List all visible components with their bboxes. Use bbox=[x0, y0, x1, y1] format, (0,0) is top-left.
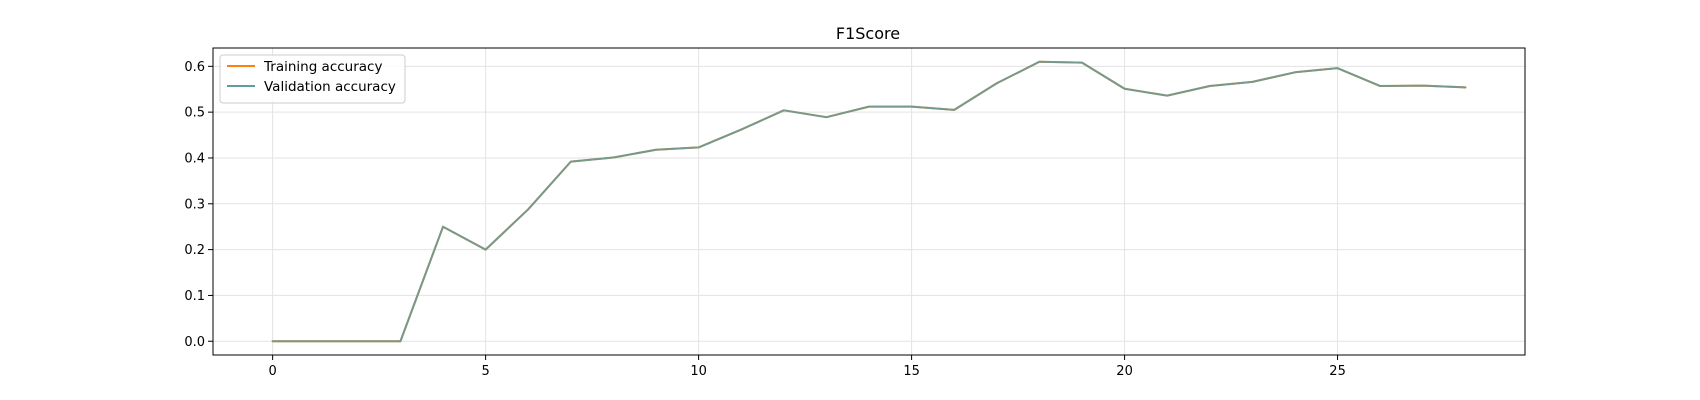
grid-layer bbox=[213, 48, 1525, 355]
legend: Training accuracy Validation accuracy bbox=[219, 54, 406, 104]
legend-box bbox=[219, 54, 406, 104]
y-tick-label: 0.5 bbox=[184, 106, 205, 121]
legend-label: Training accuracy bbox=[263, 59, 382, 75]
x-tick-label: 15 bbox=[903, 364, 920, 379]
y-tick-label: 0.0 bbox=[184, 335, 205, 350]
x-tick-label: 25 bbox=[1329, 364, 1346, 379]
series-line-training-accuracy bbox=[271, 60, 1467, 343]
x-tick-label: 20 bbox=[1116, 364, 1133, 379]
y-tick-label: 0.2 bbox=[184, 243, 205, 258]
y-tick-label: 0.6 bbox=[184, 60, 205, 75]
y-tick-label: 0.4 bbox=[184, 151, 205, 166]
legend-label: Validation accuracy bbox=[264, 79, 396, 95]
series-layer bbox=[271, 60, 1467, 343]
x-tick-label: 10 bbox=[690, 364, 707, 379]
y-tick-label: 0.1 bbox=[184, 289, 205, 304]
x-tick-label: 0 bbox=[268, 364, 276, 379]
y-tick-label: 0.3 bbox=[184, 197, 205, 212]
x-tick-label: 5 bbox=[481, 364, 489, 379]
plot-area-frame bbox=[212, 47, 1526, 356]
tick-layer: 0 5 10 15 20 25 0.0 0.1 0.2 0.3 0.4 0.5 0.6 bbox=[184, 60, 1346, 379]
series-line-validation-accuracy bbox=[271, 60, 1467, 343]
chart-title: F1Score bbox=[836, 24, 900, 43]
